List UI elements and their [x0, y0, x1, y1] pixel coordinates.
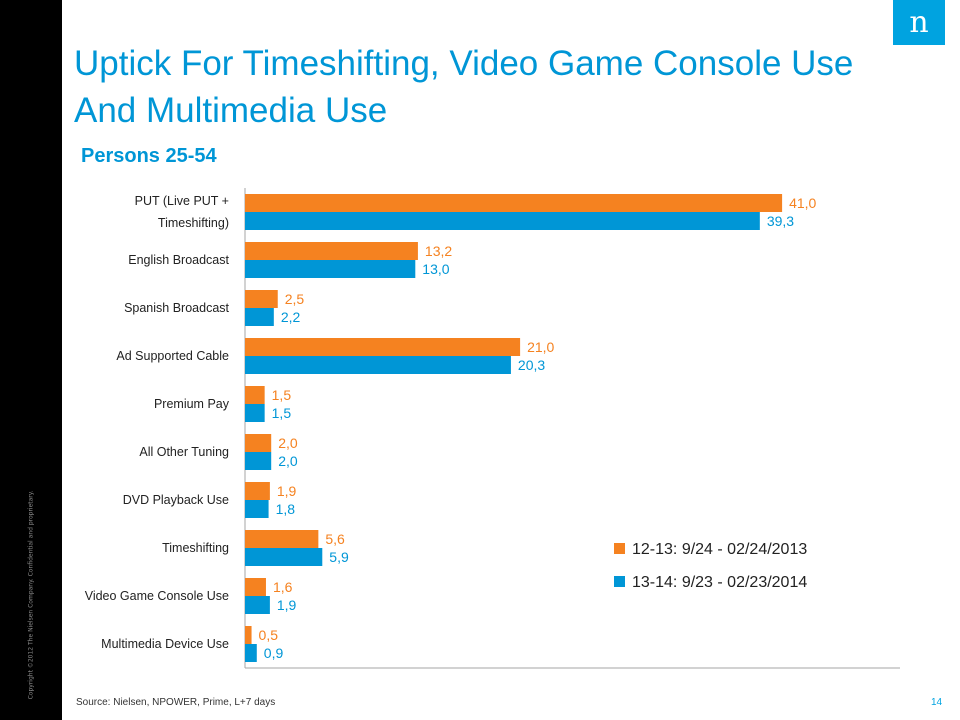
bar-2014: [245, 548, 323, 566]
bar-2013: [245, 242, 418, 260]
bar-2014: [245, 356, 511, 374]
bar-2013: [245, 290, 278, 308]
bar-2014: [245, 452, 272, 470]
data-label: 41,0: [789, 195, 816, 211]
category-label: PUT (Live PUT +: [135, 194, 229, 208]
bar-2013: [245, 338, 521, 356]
data-label: 2,5: [285, 291, 305, 307]
category-label: Premium Pay: [154, 397, 230, 411]
nielsen-logo: n: [893, 0, 945, 45]
category-label: English Broadcast: [128, 253, 229, 267]
bar-2014: [245, 212, 760, 230]
data-label: 2,0: [278, 435, 298, 451]
category-label: Timeshifting): [158, 216, 229, 230]
category-label: Timeshifting: [162, 541, 229, 555]
bar-2013: [245, 530, 319, 548]
legend-label: 12-13: 9/24 - 02/24/2013: [632, 541, 807, 558]
data-label: 1,8: [276, 501, 296, 517]
data-label: 1,5: [272, 387, 292, 403]
legend-swatch: [614, 576, 625, 587]
source-note: Source: Nielsen, NPOWER, Prime, L+7 days: [76, 697, 276, 708]
bar-2014: [245, 308, 274, 326]
category-label: Video Game Console Use: [85, 589, 229, 603]
bar-2014: [245, 260, 416, 278]
data-label: 5,6: [325, 531, 345, 547]
bar-2014: [245, 404, 265, 422]
legend-label: 13-14: 9/23 - 02/23/2014: [632, 574, 807, 591]
data-label: 1,5: [272, 405, 292, 421]
left-sidebar-bar: Copyright ©2012 The Nielsen Company. Con…: [0, 0, 62, 720]
data-label: 1,9: [277, 597, 297, 613]
data-label: 21,0: [527, 339, 554, 355]
data-label: 5,9: [329, 549, 349, 565]
page-number: 14: [931, 697, 943, 708]
data-label: 20,3: [518, 357, 545, 373]
data-label: 0,5: [259, 627, 279, 643]
legend-swatch: [614, 543, 625, 554]
bar-2014: [245, 596, 270, 614]
category-label: DVD Playback Use: [123, 493, 229, 507]
category-label: Multimedia Device Use: [101, 637, 229, 651]
bar-2013: [245, 482, 270, 500]
category-label: Ad Supported Cable: [116, 349, 229, 363]
bar-2014: [245, 644, 257, 662]
data-label: 2,2: [281, 309, 301, 325]
data-label: 13,2: [425, 243, 452, 259]
data-label: 2,0: [278, 453, 298, 469]
data-label: 0,9: [264, 645, 284, 661]
category-label: Spanish Broadcast: [124, 301, 229, 315]
data-label: 39,3: [767, 213, 794, 229]
data-label: 1,6: [273, 579, 293, 595]
bar-2013: [245, 626, 252, 644]
data-label: 13,0: [422, 261, 449, 277]
slide-title: Uptick For Timeshifting, Video Game Cons…: [74, 44, 854, 130]
bar-2013: [245, 386, 265, 404]
category-label: All Other Tuning: [139, 445, 229, 459]
bar-2013: [245, 434, 272, 452]
data-label: 1,9: [277, 483, 297, 499]
bar-2013: [245, 194, 783, 212]
bar-2014: [245, 500, 269, 518]
bar-2013: [245, 578, 266, 596]
chart-subtitle: Persons 25-54: [81, 145, 217, 167]
